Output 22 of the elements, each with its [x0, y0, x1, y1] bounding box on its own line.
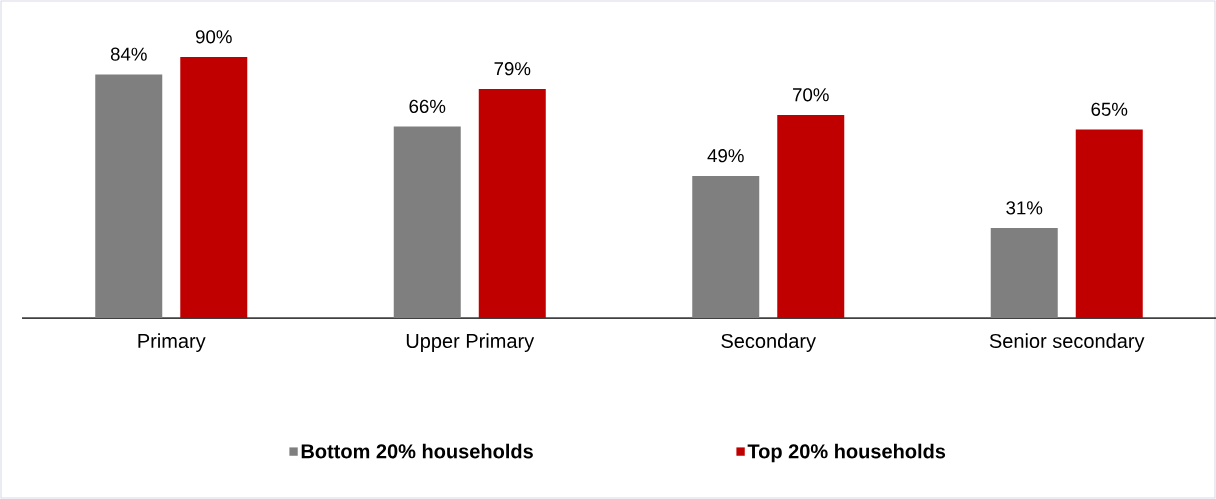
bar: [1075, 129, 1143, 318]
bar: [478, 88, 546, 318]
data-label: 79%: [494, 62, 531, 76]
x-tick-label: Senior secondary: [989, 333, 1145, 352]
bar: [393, 126, 461, 318]
bar: [692, 175, 760, 318]
bar: [180, 56, 248, 318]
x-tick-label: Upper Primary: [406, 333, 535, 352]
bar: [777, 114, 845, 318]
data-label: 90%: [195, 30, 232, 44]
data-label: 66%: [409, 99, 446, 113]
data-label: 70%: [793, 88, 829, 102]
legend-label: Bottom 20% households: [301, 443, 533, 459]
data-label: 31%: [1006, 201, 1043, 215]
legend-label: Top 20% households: [747, 443, 946, 463]
x-tick-label: Primary: [138, 333, 206, 352]
x-tick-label: Secondary: [721, 333, 816, 352]
data-label: 84%: [110, 47, 147, 61]
data-label: 49%: [707, 149, 744, 163]
data-label: 65%: [1091, 102, 1128, 116]
bar: [990, 228, 1058, 318]
bar: [95, 74, 163, 318]
